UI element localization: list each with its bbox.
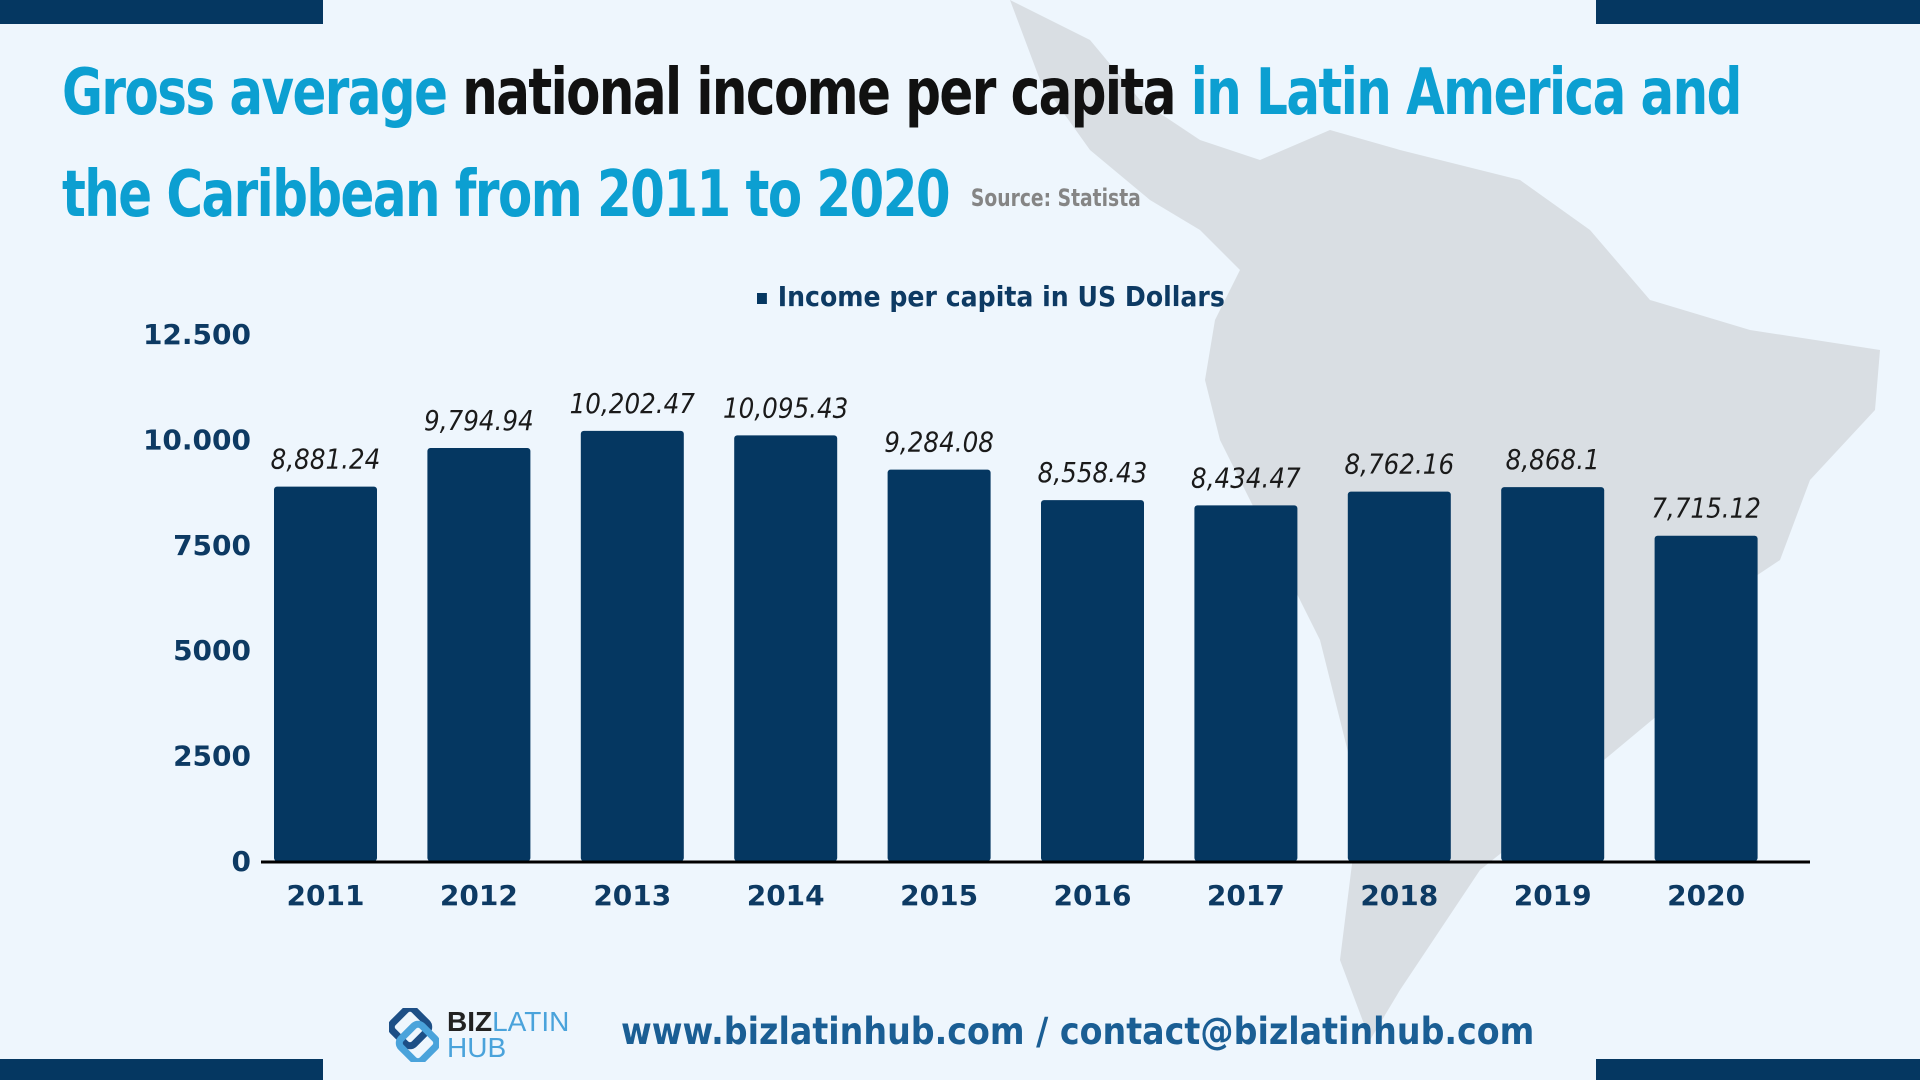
data-label: 10,095.43 bbox=[723, 393, 848, 425]
data-label: 8,434.47 bbox=[1191, 463, 1301, 495]
chart-title-line1: Gross average national income per capita… bbox=[62, 56, 1743, 130]
y-tick-label: 0 bbox=[232, 845, 251, 878]
legend: Income per capita in US Dollars bbox=[757, 280, 1225, 313]
data-label: 8,762.16 bbox=[1344, 449, 1454, 481]
x-tick-label: 2011 bbox=[287, 879, 365, 912]
x-tick-label: 2019 bbox=[1514, 879, 1592, 912]
bar-2012 bbox=[427, 448, 531, 861]
x-tick-label: 2012 bbox=[440, 879, 518, 912]
data-label: 10,202.47 bbox=[570, 388, 696, 420]
y-tick-label: 12.500 bbox=[143, 318, 251, 351]
x-tick-label: 2017 bbox=[1207, 879, 1285, 912]
data-label: 8,868.1 bbox=[1506, 445, 1600, 477]
bar-2017 bbox=[1194, 505, 1298, 861]
top-right-band bbox=[1596, 0, 1920, 24]
source-label: Source: Statista bbox=[970, 184, 1141, 213]
x-tick-label: 2016 bbox=[1054, 879, 1132, 912]
logo-mark-icon bbox=[389, 1008, 439, 1062]
data-label: 8,558.43 bbox=[1038, 458, 1148, 490]
title-part1: Gross average bbox=[62, 56, 448, 130]
title-part2: national income per capita bbox=[462, 56, 1176, 130]
bottom-right-band bbox=[1596, 1059, 1920, 1080]
x-tick-label: 2013 bbox=[593, 879, 671, 912]
y-tick-label: 2500 bbox=[173, 740, 251, 773]
logo-latin: LATIN bbox=[492, 1006, 570, 1037]
legend-swatch bbox=[757, 292, 767, 304]
bar-2020 bbox=[1654, 535, 1758, 861]
data-label: 9,794.94 bbox=[424, 406, 534, 438]
bizlatinhub-logo: BIZLATIN HUB bbox=[389, 1008, 569, 1062]
legend-label: Income per capita in US Dollars bbox=[777, 280, 1225, 313]
data-label: 8,881.24 bbox=[271, 444, 381, 476]
bottom-left-band bbox=[0, 1059, 323, 1080]
bar-2014 bbox=[734, 435, 838, 861]
logo-biz: BIZ bbox=[447, 1006, 493, 1037]
logo-hub: HUB bbox=[447, 1032, 507, 1063]
top-left-band bbox=[0, 0, 323, 24]
y-tick-label: 7500 bbox=[173, 529, 251, 562]
data-label: 9,284.08 bbox=[884, 427, 994, 459]
bar-2018 bbox=[1347, 491, 1451, 861]
y-tick-label: 10.000 bbox=[143, 423, 251, 456]
x-tick-label: 2018 bbox=[1360, 879, 1438, 912]
title-part3: in Latin America and bbox=[1190, 56, 1743, 130]
bar-2016 bbox=[1041, 500, 1144, 861]
bar-2013 bbox=[580, 430, 684, 861]
chart-title-line2: the Caribbean from 2011 to 2020 Source: S… bbox=[62, 158, 1141, 232]
bar-2015 bbox=[887, 469, 991, 861]
y-tick-label: 5000 bbox=[173, 634, 251, 667]
x-tick-label: 2020 bbox=[1667, 879, 1745, 912]
contact-info[interactable]: www.bizlatinhub.com / contact@bizlatinhu… bbox=[621, 1010, 1535, 1053]
bar-2019 bbox=[1501, 487, 1605, 861]
title-line2: the Caribbean from 2011 to 2020 bbox=[62, 158, 951, 232]
data-label: 7,715.12 bbox=[1651, 493, 1761, 525]
x-tick-label: 2014 bbox=[747, 879, 825, 912]
bar-2011 bbox=[274, 486, 377, 861]
x-tick-label: 2015 bbox=[900, 879, 978, 912]
